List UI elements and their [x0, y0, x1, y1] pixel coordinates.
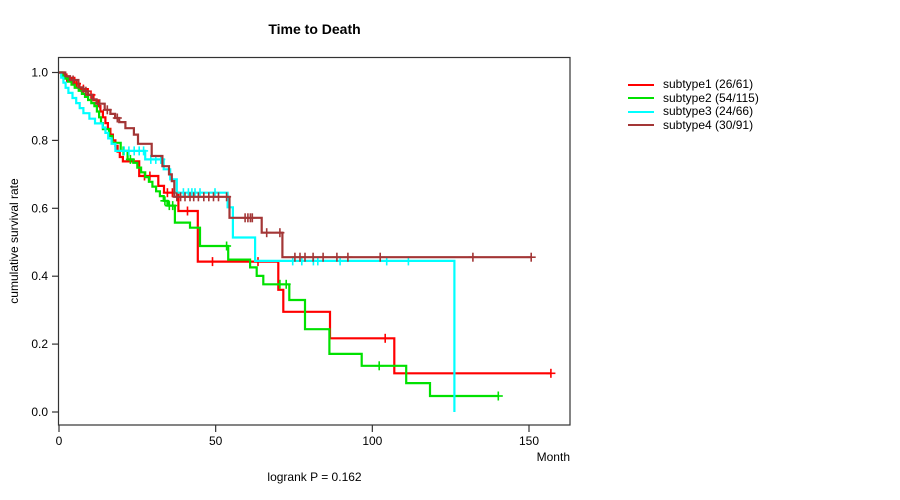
legend-item: subtype2 (54/115) — [628, 90, 759, 106]
legend: subtype1 (26/61) subtype2 (54/115) subtype… — [628, 77, 759, 133]
legend-label: subtype2 (54/115) — [663, 90, 759, 105]
legend-line-swatch — [628, 124, 654, 127]
x-tick-label: 150 — [519, 434, 539, 448]
logrank-annotation: logrank P = 0.162 — [267, 470, 362, 484]
legend-label: subtype4 (30/91) — [663, 117, 754, 132]
survival-curve — [59, 71, 499, 398]
plot-box — [57, 56, 571, 426]
x-tick-label: 50 — [209, 434, 223, 448]
y-tick-label: 0.6 — [31, 201, 48, 215]
legend-line-swatch — [628, 97, 654, 100]
legend-item: subtype1 (26/61) — [628, 77, 759, 92]
legend-line-swatch — [628, 110, 654, 113]
legend-item: subtype3 (24/66) — [628, 104, 759, 119]
y-tick-label: 0.4 — [31, 269, 48, 283]
legend-item: subtype4 (30/91) — [628, 117, 759, 133]
y-tick-label: 0.0 — [31, 405, 48, 419]
x-axis-label: Month — [536, 450, 570, 464]
legend-line-swatch — [628, 83, 654, 86]
y-tick-label: 0.8 — [31, 133, 48, 147]
chart-title: Time to Death — [268, 21, 361, 37]
y-tick-label: 0.2 — [31, 337, 48, 351]
y-tick-label: 1.0 — [31, 66, 48, 80]
survival-curve — [59, 71, 532, 259]
x-tick-label: 0 — [56, 434, 63, 448]
legend-label: subtype3 (24/66) — [663, 104, 754, 118]
legend-label: subtype1 (26/61) — [663, 77, 754, 91]
x-tick-label: 100 — [362, 434, 382, 448]
